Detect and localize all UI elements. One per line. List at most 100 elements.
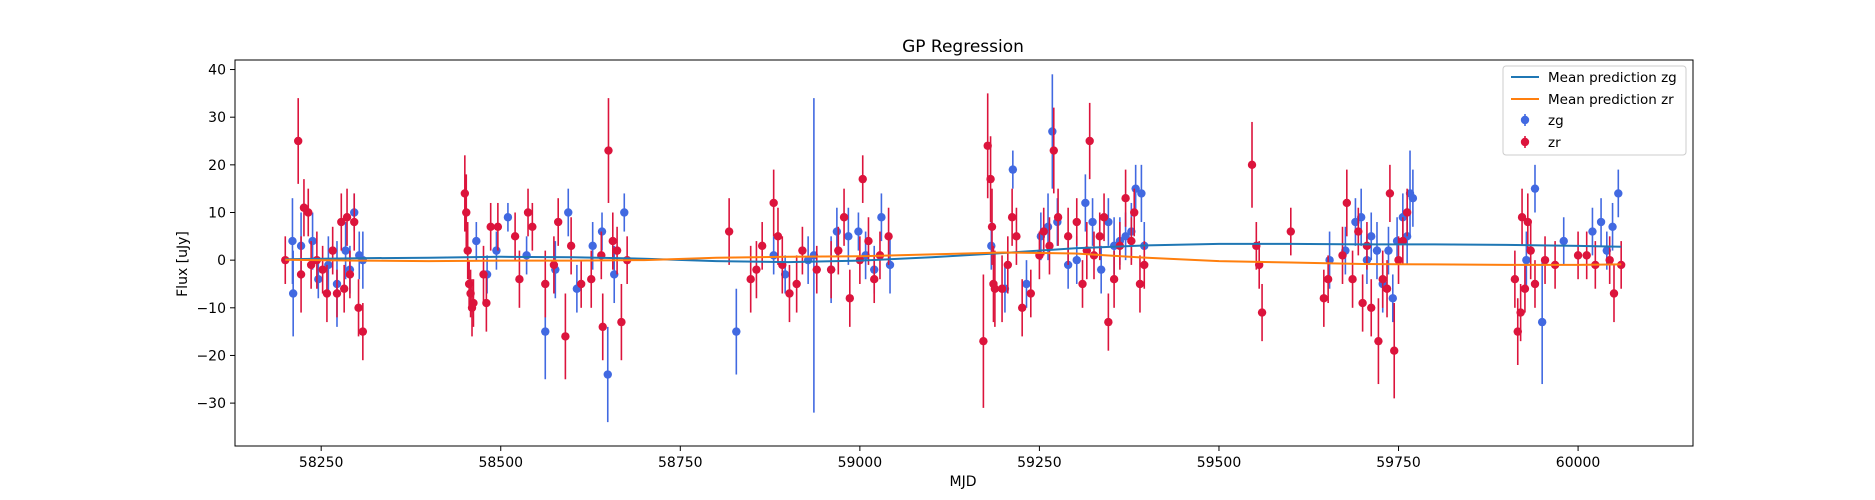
point-zr <box>864 236 873 246</box>
point-zg <box>1408 193 1418 203</box>
point-zg <box>1048 127 1057 136</box>
point-zr <box>328 246 337 255</box>
point-zg <box>620 208 629 217</box>
point-zr <box>839 213 849 222</box>
point-zr <box>1390 346 1399 355</box>
point-zr <box>792 279 801 289</box>
point-zr <box>566 241 576 251</box>
point-zg <box>732 327 741 336</box>
point-zr <box>858 174 867 184</box>
point-zg <box>522 251 531 260</box>
point-zr <box>1526 246 1535 255</box>
legend-box <box>1502 65 1687 156</box>
point-zr <box>1573 251 1583 260</box>
point-zr <box>1039 227 1048 236</box>
x-tick-label: 58250 <box>299 455 344 471</box>
point-zg <box>1096 265 1106 274</box>
point-zr <box>1609 289 1619 298</box>
x-tick-label: 59000 <box>838 455 883 471</box>
point-zg <box>1367 232 1376 241</box>
point-zr <box>1348 275 1357 284</box>
point-zr <box>1367 303 1376 313</box>
point-zg <box>314 275 323 284</box>
point-zg <box>1008 165 1018 174</box>
point-zg <box>1121 232 1130 241</box>
legend-label-zr: zr <box>1548 135 1561 151</box>
point-zr <box>724 227 734 236</box>
line-mean-prediction-zr <box>285 251 1622 266</box>
point-zr <box>1358 298 1367 308</box>
point-zr <box>561 332 570 341</box>
point-zr <box>1085 136 1094 146</box>
point-zr <box>549 260 559 270</box>
point-zr <box>1130 208 1139 217</box>
x-tick-label: 58500 <box>478 455 523 471</box>
point-zr <box>354 303 363 313</box>
y-tick-label: 40 <box>208 63 226 79</box>
point-zr <box>1072 217 1081 227</box>
point-zr <box>826 265 836 274</box>
point-zg <box>288 236 297 246</box>
x-axis: 58250 58500 58750 59000 59250 59500 59750 60000 <box>299 446 1600 471</box>
point-zr <box>1140 260 1149 270</box>
point-zr <box>769 198 778 208</box>
point-zr <box>746 275 755 284</box>
point-zr <box>612 246 622 255</box>
legend-swatch-zg <box>1520 114 1530 126</box>
point-zr <box>1121 193 1130 203</box>
point-zr <box>617 317 626 327</box>
point-zg <box>1388 294 1397 303</box>
point-zr <box>322 289 332 298</box>
point-zg <box>603 370 612 379</box>
point-zg <box>288 289 298 298</box>
point-zr <box>1382 284 1392 293</box>
point-zg <box>1588 227 1597 236</box>
point-zr <box>337 217 346 227</box>
point-zr <box>884 232 893 241</box>
point-zr <box>281 255 290 265</box>
point-zg <box>541 327 550 336</box>
point-zr <box>752 265 761 274</box>
point-zr <box>1378 275 1387 284</box>
point-zr <box>528 222 537 231</box>
point-zr <box>870 275 879 284</box>
legend-point <box>1520 137 1530 147</box>
y-tick-label: 0 <box>217 253 226 269</box>
point-zg <box>1081 198 1090 208</box>
point-zr <box>1323 275 1333 284</box>
point-zr <box>318 265 327 274</box>
errorbar-layer <box>281 74 1626 423</box>
point-zr <box>798 246 807 255</box>
legend-label-mean-zr: Mean prediction zr <box>1548 92 1674 108</box>
y-axis-title: Flux [uJy] <box>175 231 191 297</box>
point-zg <box>1614 189 1623 198</box>
plot-frame <box>234 59 1694 447</box>
point-zr <box>493 222 503 231</box>
chart-title: GP Regression <box>902 37 1024 57</box>
point-zr <box>304 208 313 217</box>
point-zr <box>1362 241 1372 251</box>
point-zg <box>1022 279 1031 289</box>
point-zg <box>1088 217 1097 227</box>
plot-area <box>281 74 1626 423</box>
point-zr <box>1582 251 1591 260</box>
point-zr <box>515 275 524 284</box>
point-zr <box>1510 275 1520 284</box>
point-zr <box>834 246 843 255</box>
point-zg <box>1596 217 1606 227</box>
x-tick-label: 59500 <box>1197 455 1242 471</box>
point-zr <box>342 213 352 222</box>
point-zr <box>1257 308 1267 317</box>
point-zr <box>1012 232 1021 241</box>
point-zg <box>885 260 895 270</box>
x-tick-label: 59250 <box>1017 455 1062 471</box>
point-zr <box>576 279 586 289</box>
point-zg <box>1372 246 1382 255</box>
point-zr <box>1045 241 1054 251</box>
point-zr <box>296 270 306 279</box>
point-zg <box>1072 255 1081 265</box>
point-zg <box>1537 317 1547 327</box>
point-zr <box>1516 308 1525 317</box>
legend-label-mean-zg: Mean prediction zg <box>1548 70 1677 86</box>
point-zg <box>1384 246 1393 255</box>
